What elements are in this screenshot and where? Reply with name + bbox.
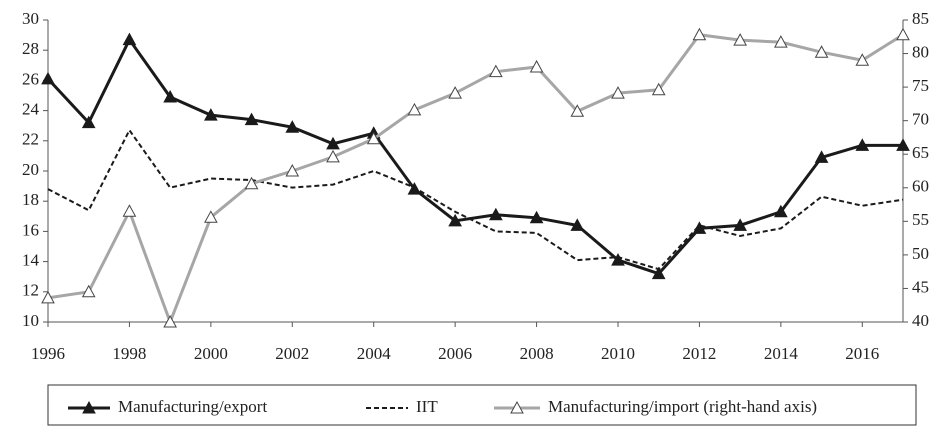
marker bbox=[896, 27, 910, 41]
x-tick-label: 2000 bbox=[194, 344, 228, 363]
marker bbox=[529, 210, 544, 224]
y2-tick-label: 60 bbox=[912, 177, 929, 196]
y-tick-label: 26 bbox=[22, 69, 39, 88]
marker bbox=[285, 163, 300, 177]
y-tick-label: 22 bbox=[22, 130, 39, 149]
marker bbox=[896, 138, 910, 151]
marker bbox=[407, 102, 422, 116]
series-line bbox=[46, 36, 903, 276]
marker bbox=[122, 32, 137, 46]
y2-tick-label: 45 bbox=[912, 277, 929, 296]
marker bbox=[651, 82, 666, 96]
marker bbox=[41, 71, 55, 85]
y-tick-label: 28 bbox=[22, 39, 39, 58]
y2-tick-label: 50 bbox=[912, 244, 929, 263]
y2-tick-label: 55 bbox=[912, 210, 929, 229]
marker bbox=[611, 86, 625, 99]
marker bbox=[692, 27, 707, 41]
x-tick-label: 2006 bbox=[438, 344, 472, 363]
x-tick-label: 2004 bbox=[357, 344, 392, 363]
legend-box bbox=[47, 384, 917, 426]
legend-label: IIT bbox=[416, 397, 438, 416]
marker bbox=[529, 59, 544, 73]
y2-tick-label: 80 bbox=[912, 42, 929, 61]
marker bbox=[611, 253, 625, 266]
y-tick-label: 18 bbox=[22, 190, 39, 209]
marker bbox=[651, 266, 666, 280]
marker bbox=[448, 213, 462, 227]
y-tick-label: 30 bbox=[22, 9, 39, 28]
legend-marker bbox=[510, 400, 524, 414]
marker bbox=[855, 138, 870, 151]
x-tick-label: 2010 bbox=[601, 344, 635, 363]
marker bbox=[81, 284, 96, 298]
marker bbox=[733, 33, 747, 46]
y-tick-label: 24 bbox=[22, 100, 40, 119]
marker bbox=[41, 290, 55, 304]
marker bbox=[733, 218, 747, 231]
y2-tick-label: 85 bbox=[912, 9, 929, 28]
marker bbox=[244, 176, 259, 190]
y-tick-label: 16 bbox=[22, 220, 39, 239]
marker bbox=[326, 136, 340, 150]
marker bbox=[326, 149, 340, 163]
x-tick-label: 2002 bbox=[275, 344, 309, 363]
y-tick-label: 12 bbox=[22, 281, 39, 300]
marker bbox=[489, 64, 503, 78]
y-tick-label: 14 bbox=[22, 251, 40, 270]
y-tick-label: 20 bbox=[22, 160, 39, 179]
legend-marker bbox=[82, 400, 96, 414]
legend-label: Manufacturing/import (right-hand axis) bbox=[548, 397, 817, 416]
marker bbox=[204, 108, 218, 121]
marker bbox=[122, 204, 137, 217]
x-tick-label: 2016 bbox=[845, 344, 879, 363]
marker bbox=[163, 89, 177, 103]
marker bbox=[814, 45, 829, 58]
marker bbox=[774, 204, 788, 218]
y2-tick-label: 75 bbox=[912, 76, 929, 95]
series-line bbox=[47, 128, 904, 271]
y2-tick-label: 70 bbox=[912, 110, 929, 129]
marker bbox=[81, 115, 96, 129]
x-tick-label: 2008 bbox=[520, 344, 554, 363]
marker bbox=[774, 35, 788, 48]
y2-tick-label: 65 bbox=[912, 143, 929, 162]
x-tick-label: 2012 bbox=[682, 344, 716, 363]
x-tick-label: 1998 bbox=[112, 344, 146, 363]
marker bbox=[489, 207, 503, 221]
marker bbox=[570, 218, 585, 231]
legend-label: Manufacturing/export bbox=[118, 397, 267, 416]
marker bbox=[814, 150, 829, 163]
y-tick-label: 10 bbox=[22, 311, 39, 330]
marker bbox=[570, 104, 585, 117]
marker bbox=[855, 53, 870, 66]
marker bbox=[448, 86, 462, 99]
y2-tick-label: 40 bbox=[912, 311, 929, 330]
marker bbox=[163, 314, 177, 328]
marker bbox=[285, 120, 300, 133]
series-line bbox=[47, 33, 904, 327]
x-tick-label: 2014 bbox=[764, 344, 799, 363]
marker bbox=[366, 131, 381, 145]
marker bbox=[244, 112, 259, 126]
marker bbox=[204, 210, 218, 223]
x-tick-label: 1996 bbox=[31, 344, 65, 363]
